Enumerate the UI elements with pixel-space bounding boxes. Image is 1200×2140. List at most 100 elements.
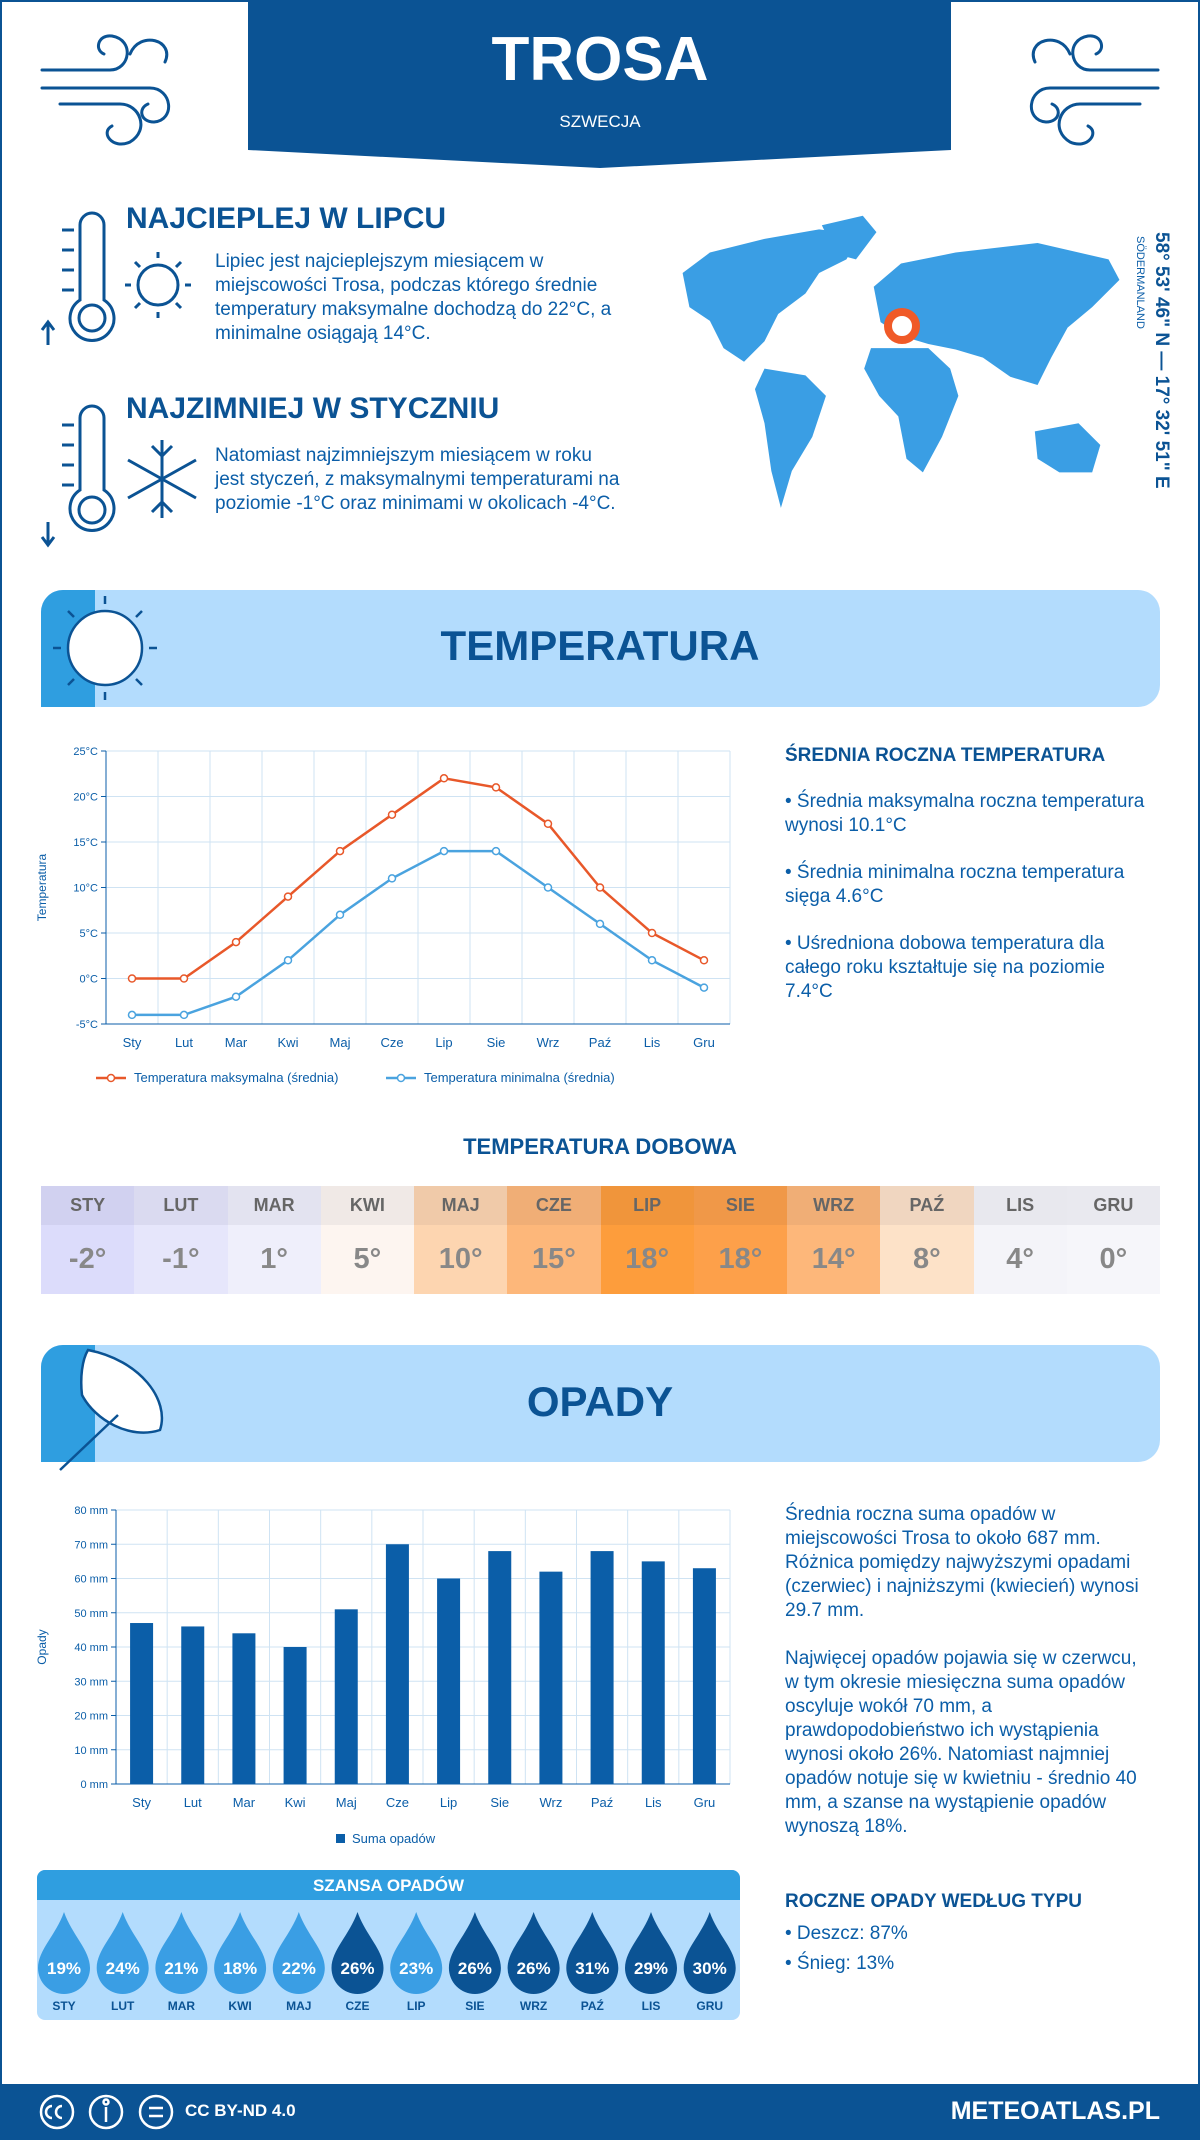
highlight-text: Lipiec jest najcieplejszym miesiącem w m… bbox=[215, 251, 612, 344]
chance-month: KWI bbox=[228, 1999, 251, 2013]
x-tick-label: Kwi bbox=[285, 1795, 306, 1810]
marker bbox=[335, 910, 345, 920]
y-tick-label: 0°C bbox=[80, 974, 99, 986]
coordinates: 58° 53' 46" N — 17° 32' 51" E bbox=[1151, 232, 1172, 489]
bar bbox=[539, 1571, 563, 1784]
table-cell-value: -1° bbox=[134, 1225, 228, 1294]
bar bbox=[385, 1544, 409, 1784]
marker bbox=[491, 846, 501, 856]
summary-title: ŚREDNIA ROCZNA TEMPERATURA bbox=[785, 745, 1106, 766]
x-tick-label: Wrz bbox=[539, 1795, 562, 1810]
drop bbox=[38, 1912, 90, 1994]
types-title: ROCZNE OPADY WEDŁUG TYPU bbox=[785, 1891, 1082, 1912]
chance-value: 22% bbox=[282, 1959, 316, 1978]
drop bbox=[390, 1912, 443, 1995]
drop bbox=[96, 1912, 149, 1994]
hot-icon bbox=[40, 211, 191, 345]
chance-value: 26% bbox=[458, 1959, 492, 1978]
y-tick-label: 40 mm bbox=[74, 1642, 108, 1654]
y-tick-label: 70 mm bbox=[74, 1539, 108, 1551]
marker bbox=[387, 874, 397, 883]
chance-month: PAŹ bbox=[581, 1998, 604, 2013]
marker bbox=[335, 846, 345, 856]
chance-value: 26% bbox=[340, 1959, 374, 1978]
chance-value: 24% bbox=[106, 1959, 140, 1978]
table-cell-value: 1° bbox=[227, 1225, 321, 1294]
umbrella-icon bbox=[59, 1348, 163, 1471]
bar bbox=[232, 1633, 256, 1784]
table-cell-value: 0° bbox=[1066, 1225, 1160, 1294]
chance-month: LIS bbox=[642, 1999, 661, 2013]
table-cell-value: 18° bbox=[600, 1225, 694, 1294]
y-tick-label: 25°C bbox=[73, 746, 98, 758]
bar bbox=[641, 1561, 665, 1784]
section-title: TEMPERATURA bbox=[440, 622, 760, 669]
chance-value: 23% bbox=[399, 1959, 433, 1978]
x-tick-label: Lis bbox=[644, 1035, 661, 1050]
table-cell-header: MAR bbox=[227, 1186, 321, 1225]
table-cell-header: CZE bbox=[507, 1186, 601, 1225]
chance-value: 30% bbox=[693, 1959, 727, 1978]
precip-text: Średnia roczna suma opadów w miejscowośc… bbox=[785, 1504, 1139, 1621]
table-cell-header: LUT bbox=[134, 1186, 228, 1225]
x-tick-label: Paź bbox=[591, 1795, 613, 1810]
chance-value: 21% bbox=[164, 1959, 198, 1978]
x-tick-label: Lip bbox=[435, 1035, 452, 1050]
table-cell-header: WRZ bbox=[787, 1186, 881, 1225]
bar bbox=[334, 1609, 358, 1784]
chance-month: GRU bbox=[696, 1999, 723, 2013]
x-tick-label: Mar bbox=[233, 1795, 256, 1810]
marker bbox=[387, 810, 397, 819]
chance-month: MAJ bbox=[286, 1999, 311, 2013]
legend-marker bbox=[106, 1073, 116, 1083]
city-title: TROSA bbox=[491, 25, 709, 94]
drop bbox=[214, 1912, 267, 1995]
marker bbox=[231, 992, 241, 1001]
x-tick-label: Sty bbox=[123, 1035, 142, 1050]
marker bbox=[699, 983, 709, 992]
table-title: TEMPERATURA DOBOWA bbox=[463, 1134, 737, 1159]
summary-item: • Uśredniona dobowa temperatura dla całe… bbox=[785, 933, 1106, 1002]
table-cell-header: GRU bbox=[1066, 1186, 1160, 1225]
table-cell-value: 8° bbox=[880, 1225, 974, 1294]
drop bbox=[507, 1912, 560, 1995]
wind-icon bbox=[1029, 34, 1160, 146]
marker bbox=[595, 883, 605, 892]
chance-month: SIE bbox=[465, 1999, 484, 2013]
x-tick-label: Kwi bbox=[278, 1035, 299, 1050]
daily-table: STY -2° LUT -1° MAR 1° KWI 5° MAJ 10° CZE 15° LIP 18°… bbox=[41, 1186, 1160, 1294]
y-tick-label: 80 mm bbox=[74, 1505, 108, 1517]
legend-marker bbox=[396, 1073, 406, 1083]
section-banner bbox=[41, 1345, 1160, 1462]
marker bbox=[543, 819, 553, 829]
y-axis-label: Temperatura bbox=[35, 853, 49, 921]
chance-month: LUT bbox=[111, 1999, 135, 2013]
table-cell-value: -2° bbox=[41, 1225, 135, 1294]
bar bbox=[488, 1551, 512, 1784]
x-tick-label: Lut bbox=[184, 1795, 202, 1810]
drop bbox=[566, 1912, 619, 1995]
marker bbox=[127, 974, 137, 983]
type-item: • Śnieg: 13% bbox=[785, 1953, 895, 1974]
x-tick-label: Maj bbox=[330, 1035, 351, 1050]
country-subtitle: SZWECJA bbox=[559, 112, 641, 131]
x-tick-label: Sie bbox=[487, 1035, 506, 1050]
wind-icon bbox=[40, 34, 171, 146]
x-tick-label: Lis bbox=[645, 1795, 662, 1810]
region: SÖDERMANLAND bbox=[1134, 236, 1146, 329]
drop bbox=[272, 1912, 325, 1995]
table-cell-value: 15° bbox=[507, 1225, 601, 1294]
y-tick-label: 10 mm bbox=[74, 1745, 108, 1757]
section-title: OPADY bbox=[526, 1378, 674, 1425]
marker bbox=[283, 892, 293, 901]
precip-text: Najwięcej opadów pojawia się w czerwcu, … bbox=[785, 1648, 1137, 1837]
table-cell-header: SIE bbox=[693, 1186, 787, 1225]
y-tick-label: 60 mm bbox=[74, 1574, 108, 1586]
marker bbox=[699, 956, 709, 965]
y-tick-label: 20°C bbox=[73, 792, 98, 804]
chance-value: 26% bbox=[517, 1959, 551, 1978]
bar bbox=[130, 1623, 154, 1784]
x-tick-label: Sty bbox=[132, 1795, 151, 1810]
